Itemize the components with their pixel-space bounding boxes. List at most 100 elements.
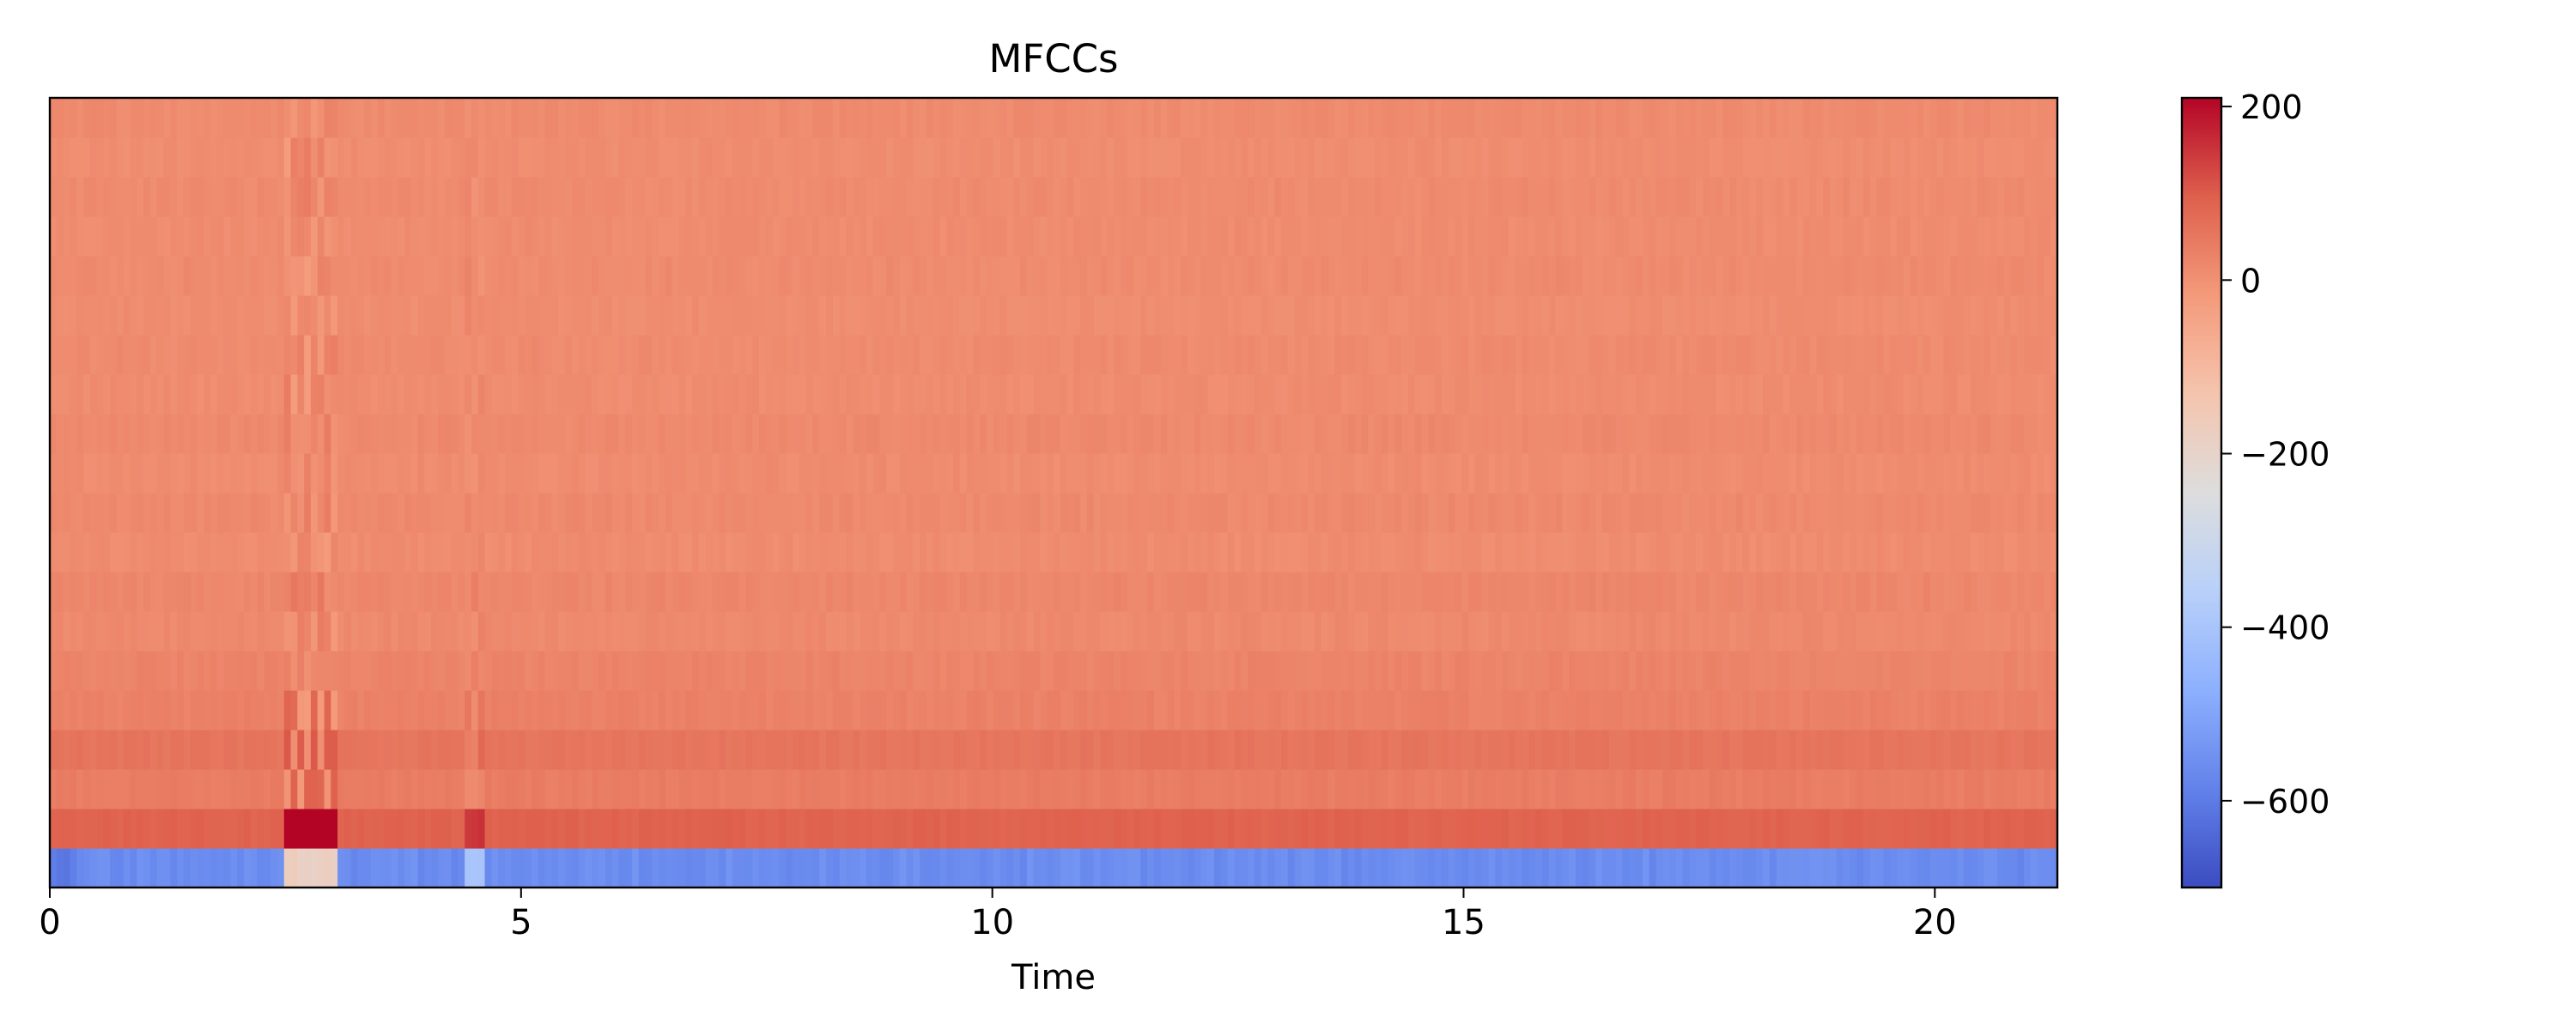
heatmap-cell [371,177,379,217]
heatmap-cell [116,651,125,691]
heatmap-cell [1615,730,1624,770]
heatmap-cell [839,137,847,178]
heatmap-cell [458,414,465,454]
heatmap-cell [1615,651,1624,691]
heatmap-cell [1334,374,1342,415]
heatmap-cell [1608,177,1617,217]
heatmap-cell [585,137,592,178]
heatmap-cell [1207,453,1215,494]
heatmap-cell [1073,137,1081,178]
heatmap-cell [1468,98,1476,138]
heatmap-cell [1308,256,1315,296]
heatmap-cell [1562,374,1570,415]
heatmap-cell [872,177,880,217]
heatmap-cell [1054,453,1061,494]
heatmap-cell [726,414,733,454]
heatmap-cell [846,572,854,612]
heatmap-cell [1120,690,1128,730]
heatmap-cell [149,374,158,415]
heatmap-cell [304,769,312,809]
heatmap-cell [906,572,914,612]
heatmap-cell [70,848,77,888]
heatmap-cell [216,611,225,651]
heatmap-cell [1241,532,1249,573]
heatmap-cell [1287,216,1296,257]
heatmap-cell [324,651,331,691]
heatmap-cell [1234,848,1242,888]
heatmap-cell [1308,848,1315,888]
heatmap-cell [244,295,252,336]
heatmap-cell [1327,611,1335,651]
heatmap-cell [1073,690,1081,730]
heatmap-cell [1287,730,1296,770]
heatmap-cell [532,256,539,296]
heatmap-cell [477,848,486,888]
heatmap-cell [56,374,64,415]
heatmap-cell [518,848,526,888]
heatmap-cell [1555,256,1563,296]
heatmap-cell [1314,137,1322,178]
heatmap-cell [732,769,740,809]
heatmap-cell [50,374,58,415]
heatmap-cell [1668,414,1677,454]
heatmap-cell [1381,216,1389,257]
heatmap-cell [973,848,981,888]
heatmap-cell [317,848,325,888]
heatmap-cell [371,295,379,336]
heatmap-cell [592,532,599,573]
heatmap-cell [1073,532,1081,573]
heatmap-cell [1120,256,1128,296]
heatmap-cell [82,611,91,651]
heatmap-cell [149,295,158,336]
heatmap-cell [812,690,820,730]
heatmap-cell [1474,177,1483,217]
heatmap-cell [959,651,968,691]
heatmap-cell [685,137,693,178]
heatmap-cell [1582,730,1590,770]
heatmap-cell [1127,572,1135,612]
heatmap-cell [899,374,908,415]
heatmap-cell [484,137,492,178]
heatmap-cell [237,177,245,217]
heatmap-cell [1254,493,1262,533]
heatmap-cell [337,177,345,217]
heatmap-cell [270,651,278,691]
heatmap-cell [331,611,338,651]
heatmap-cell [1481,177,1490,217]
heatmap-cell [1488,335,1496,375]
heatmap-cell [872,295,880,336]
heatmap-cell [304,651,312,691]
heatmap-cell [1227,216,1236,257]
heatmap-cell [1107,98,1115,138]
heatmap-cell [350,493,359,533]
heatmap-cell [1220,137,1229,178]
heatmap-cell [1455,809,1462,849]
heatmap-cell [1495,690,1503,730]
heatmap-cell [1267,611,1275,651]
heatmap-cell [525,769,532,809]
heatmap-cell [1528,651,1536,691]
heatmap-cell [1394,809,1402,849]
heatmap-cell [671,453,680,494]
heatmap-cell [1066,216,1074,257]
heatmap-cell [826,611,834,651]
heatmap-cell [1294,177,1302,217]
heatmap-cell [819,730,827,770]
heatmap-cell [1114,730,1121,770]
heatmap-cell [558,848,566,888]
heatmap-cell [1280,453,1289,494]
heatmap-cell [732,374,740,415]
heatmap-cell [1194,532,1202,573]
heatmap-cell [424,453,432,494]
heatmap-cell [484,848,492,888]
heatmap-cell [1254,98,1262,138]
heatmap-cell [1535,493,1543,533]
heatmap-cell [1589,256,1596,296]
heatmap-cell [276,493,285,533]
heatmap-cell [671,414,680,454]
heatmap-cell [177,256,185,296]
heatmap-cell [1502,611,1510,651]
heatmap-cell [1174,611,1182,651]
heatmap-cell [1354,532,1363,573]
heatmap-cell [685,256,693,296]
